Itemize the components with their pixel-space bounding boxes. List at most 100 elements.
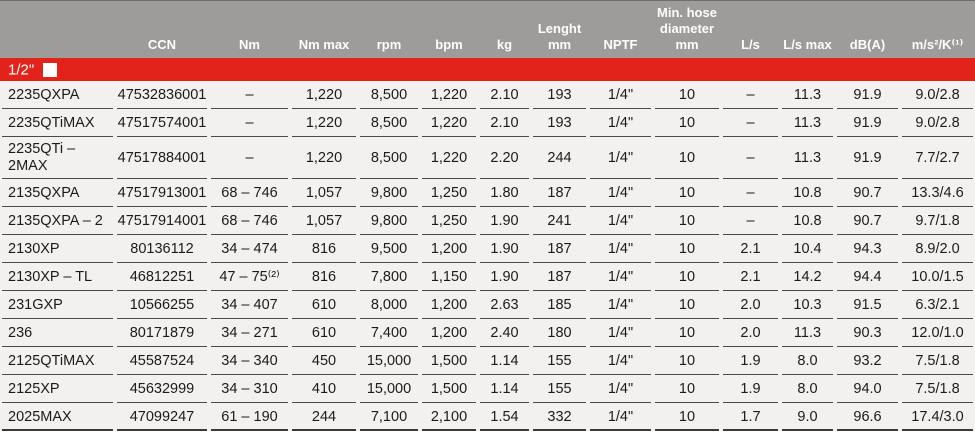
- cell-nptf: 1/4": [588, 403, 653, 431]
- cell-ccn: 47517884001: [115, 137, 209, 179]
- column-header-nm: Nm: [209, 0, 290, 58]
- table-row: 2235QTi – 2MAX 47517884001–1,220 8,500 1,22…: [0, 137, 975, 179]
- cell-nm_max: 1,220: [290, 109, 358, 137]
- cell-nptf: 1/4": [588, 291, 653, 319]
- cell-rpm: 7,400: [358, 319, 420, 347]
- cell-rpm: 8,500: [358, 81, 420, 109]
- cell-vibration: 10.0/1.5: [900, 263, 975, 291]
- section-band: 1/2": [0, 58, 975, 81]
- cell-model: 2135QXPA – 2: [0, 207, 115, 235]
- cell-model: 2235QTiMAX: [0, 109, 115, 137]
- cell-ls_max: 11.3: [780, 137, 835, 179]
- cell-vibration: 12.0/1.0: [900, 319, 975, 347]
- cell-ls: 2.1: [721, 235, 780, 263]
- cell-ccn: 45632999: [115, 375, 209, 403]
- cell-bpm: 1,220: [420, 137, 478, 179]
- cell-rpm: 8,500: [358, 137, 420, 179]
- cell-min_hose_diameter_mm: 10: [653, 179, 721, 207]
- cell-dba: 94.3: [835, 235, 900, 263]
- cell-bpm: 2,100: [420, 403, 478, 431]
- cell-ls_max: 8.0: [780, 375, 835, 403]
- cell-bpm: 1,200: [420, 235, 478, 263]
- cell-min_hose_diameter_mm: 10: [653, 291, 721, 319]
- cell-ls_max: 14.2: [780, 263, 835, 291]
- cell-nm: 34 – 407: [209, 291, 290, 319]
- cell-ccn: 10566255: [115, 291, 209, 319]
- cell-dba: 94.4: [835, 263, 900, 291]
- cell-bpm: 1,220: [420, 81, 478, 109]
- cell-min_hose_diameter_mm: 10: [653, 81, 721, 109]
- cell-ls: –: [721, 81, 780, 109]
- column-header-dba: dB(A): [835, 0, 900, 58]
- cell-nm: –: [209, 137, 290, 179]
- cell-model: 236: [0, 319, 115, 347]
- cell-vibration: 7.5/1.8: [900, 375, 975, 403]
- cell-rpm: 8,000: [358, 291, 420, 319]
- table-row: 2130XP – TL 46812251 47 – 75⁽²⁾ 816 7,800 1,1…: [0, 263, 975, 291]
- cell-rpm: 8,500: [358, 109, 420, 137]
- cell-dba: 91.9: [835, 137, 900, 179]
- cell-bpm: 1,250: [420, 179, 478, 207]
- cell-dba: 90.7: [835, 179, 900, 207]
- cell-ls: 1.7: [721, 403, 780, 431]
- cell-nm_max: 816: [290, 263, 358, 291]
- cell-length_mm: 244: [531, 137, 588, 179]
- cell-length_mm: 241: [531, 207, 588, 235]
- cell-model: 2135QXPA: [0, 179, 115, 207]
- cell-nm: 34 – 340: [209, 347, 290, 375]
- table-row: 2125QTiMAX 45587524 34 – 340 450 15,000 1,500…: [0, 347, 975, 375]
- cell-nptf: 1/4": [588, 375, 653, 403]
- table-row: 231GXP 10566255 34 – 407 610 8,000 1,200 2.63 1…: [0, 291, 975, 319]
- cell-model: 2235QTi – 2MAX: [0, 137, 115, 179]
- cell-ls_max: 11.3: [780, 81, 835, 109]
- cell-rpm: 7,100: [358, 403, 420, 431]
- column-header-kg: kg: [478, 0, 531, 58]
- table-body: 2235QXPA 47532836001–1,220 8,500 1,220 2.10 1…: [0, 81, 975, 431]
- cell-ccn: 80136112: [115, 235, 209, 263]
- cell-nm: 68 – 746: [209, 207, 290, 235]
- cell-kg: 2.10: [478, 109, 531, 137]
- cell-ls: –: [721, 137, 780, 179]
- table-row: 2025MAX 47099247 61 – 190 244 7,100 2,100 1.54…: [0, 403, 975, 431]
- section-cell: 1/2": [0, 58, 975, 81]
- column-header-rpm: rpm: [358, 0, 420, 58]
- column-header-min-hose-diameter: Min. hose diameter mm: [653, 0, 721, 58]
- cell-ls: –: [721, 207, 780, 235]
- cell-nm_max: 610: [290, 319, 358, 347]
- column-header-nptf: NPTF: [588, 0, 653, 58]
- column-header-model: [0, 0, 115, 58]
- cell-nptf: 1/4": [588, 319, 653, 347]
- cell-kg: 2.20: [478, 137, 531, 179]
- cell-length_mm: 187: [531, 235, 588, 263]
- cell-ls_max: 11.3: [780, 109, 835, 137]
- cell-dba: 91.9: [835, 81, 900, 109]
- cell-vibration: 17.4/3.0: [900, 403, 975, 431]
- cell-length_mm: 155: [531, 347, 588, 375]
- cell-kg: 1.90: [478, 235, 531, 263]
- cell-min_hose_diameter_mm: 10: [653, 207, 721, 235]
- cell-dba: 91.5: [835, 291, 900, 319]
- cell-kg: 1.14: [478, 347, 531, 375]
- cell-nptf: 1/4": [588, 179, 653, 207]
- cell-nptf: 1/4": [588, 263, 653, 291]
- cell-min_hose_diameter_mm: 10: [653, 375, 721, 403]
- cell-nm_max: 1,057: [290, 179, 358, 207]
- cell-nm: –: [209, 81, 290, 109]
- cell-ls: –: [721, 179, 780, 207]
- cell-ls_max: 9.0: [780, 403, 835, 431]
- cell-nptf: 1/4": [588, 81, 653, 109]
- column-header-ls-max: L/s max: [780, 0, 835, 58]
- cell-model: 231GXP: [0, 291, 115, 319]
- table-row: 2135QXPA 47517913001 68 – 746 1,057 9,800 1,2…: [0, 179, 975, 207]
- cell-dba: 91.9: [835, 109, 900, 137]
- cell-length_mm: 193: [531, 109, 588, 137]
- cell-length_mm: 180: [531, 319, 588, 347]
- cell-nm_max: 816: [290, 235, 358, 263]
- section-marker-icon: [43, 62, 58, 77]
- cell-ls_max: 10.8: [780, 179, 835, 207]
- cell-kg: 1.54: [478, 403, 531, 431]
- cell-ccn: 47099247: [115, 403, 209, 431]
- cell-length_mm: 332: [531, 403, 588, 431]
- column-header-bpm: bpm: [420, 0, 478, 58]
